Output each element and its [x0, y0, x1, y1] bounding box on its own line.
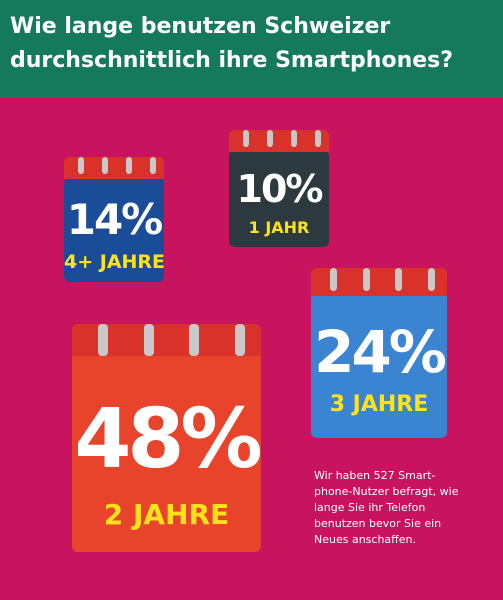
value-label: 14%: [66, 195, 164, 244]
calendar-ring: [78, 157, 84, 174]
value-label: 48%: [74, 392, 262, 487]
title-banner: Wie lange benutzen Schweizer durchschnit…: [0, 0, 503, 98]
title-line-1: Wie lange benutzen Schweizer: [10, 14, 391, 39]
category-label: 3 JAHRE: [329, 392, 429, 417]
note-line: phone-Nutzer befragt, wie: [314, 485, 459, 498]
category-label: 4+ JAHRE: [64, 251, 166, 273]
calendar-ring: [330, 268, 337, 291]
title-line-2: durchschnittlich ihre Smartphones?: [10, 48, 454, 73]
calendar-header: [229, 130, 329, 152]
calendar-body: [64, 177, 164, 282]
note-line: Neues anschaffen.: [314, 533, 416, 546]
calendar-body: [229, 150, 329, 247]
calendar-1-year: 10% 1 JAHR: [229, 130, 329, 247]
calendar-ring: [235, 324, 245, 356]
calendar-ring: [243, 130, 249, 147]
value-label: 10%: [236, 167, 324, 211]
calendar-3-years: 24% 3 JAHRE: [311, 268, 447, 438]
calendar-header: [64, 157, 164, 179]
calendar-4plus-years: 14% 4+ JAHRE: [64, 157, 166, 282]
category-label: 2 JAHRE: [103, 498, 230, 531]
calendar-ring: [291, 130, 297, 147]
calendar-ring: [395, 268, 402, 291]
note-line: Wir haben 527 Smart-: [314, 469, 436, 482]
calendar-2-years: 48% 2 JAHRE: [72, 324, 263, 552]
survey-note: Wir haben 527 Smart- phone-Nutzer befrag…: [314, 468, 494, 548]
calendar-ring: [363, 268, 370, 291]
calendar-ring: [189, 324, 199, 356]
calendar-ring: [315, 130, 321, 147]
category-label: 1 JAHR: [248, 218, 310, 237]
calendar-ring: [102, 157, 108, 174]
value-label: 24%: [314, 318, 447, 386]
calendar-ring: [144, 324, 154, 356]
calendar-body: [311, 292, 447, 438]
note-line: benutzen bevor Sie ein: [314, 517, 442, 530]
calendar-ring: [98, 324, 108, 356]
calendar-body: [72, 352, 261, 552]
calendar-ring: [267, 130, 273, 147]
calendar-ring: [150, 157, 156, 174]
calendar-ring: [428, 268, 435, 291]
note-line: lange Sie ihr Telefon: [314, 501, 426, 514]
calendar-ring: [126, 157, 132, 174]
